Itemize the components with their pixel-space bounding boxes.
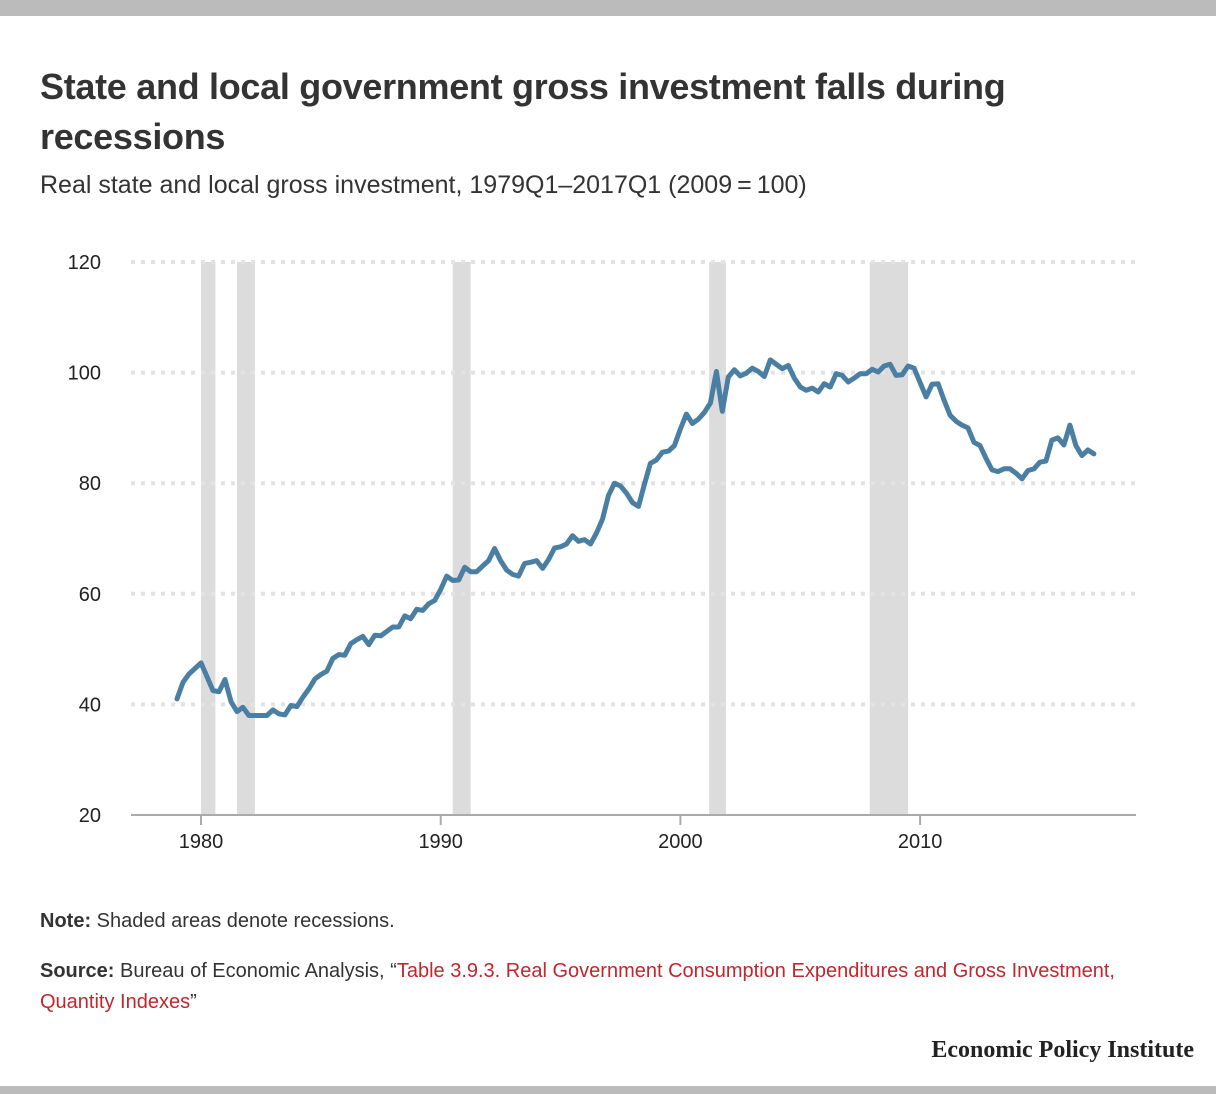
x-tick-label: 1980 bbox=[179, 831, 224, 853]
source-close-quote: ” bbox=[190, 991, 197, 1013]
x-axis bbox=[131, 814, 1136, 825]
series-line bbox=[174, 357, 1097, 718]
y-axis-tick-labels: 20 40 60 80 100 120 bbox=[68, 252, 101, 827]
line-chart: 20 40 60 80 100 120 1980 1990 2000 2010 bbox=[68, 252, 1136, 853]
chart-title: State and local government gross investm… bbox=[40, 66, 1006, 157]
top-border-bar bbox=[0, 0, 1216, 16]
recession-shading-group bbox=[201, 262, 909, 815]
x-axis-tick-labels: 1980 1990 2000 2010 bbox=[179, 831, 943, 853]
source-label: Source: bbox=[40, 960, 115, 982]
chart-subtitle: Real state and local gross investment, 1… bbox=[40, 171, 807, 199]
x-tick-label: 2000 bbox=[658, 831, 703, 853]
y-tick-label: 120 bbox=[68, 252, 101, 274]
source-text: Bureau of Economic Analysis, “ bbox=[114, 960, 397, 982]
x-tick-label: 2010 bbox=[898, 831, 943, 853]
note-text: Shaded areas denote recessions. bbox=[91, 910, 395, 932]
chart-note: Note: Shaded areas denote recessions. bbox=[40, 910, 395, 933]
y-tick-label: 80 bbox=[79, 473, 101, 495]
note-label: Note: bbox=[40, 910, 92, 932]
y-tick-label: 60 bbox=[79, 584, 101, 606]
recession-bar bbox=[201, 262, 216, 815]
recession-bar bbox=[869, 262, 909, 815]
recession-bar bbox=[709, 262, 726, 815]
bottom-border-bar bbox=[0, 1086, 1216, 1094]
chart-source: Source: Bureau of Economic Analysis, “Ta… bbox=[40, 956, 1180, 1018]
x-tick-label: 1990 bbox=[418, 831, 463, 853]
y-tick-label: 100 bbox=[68, 363, 101, 385]
source-link[interactable]: Table 3.9.3. Real Government Consumption… bbox=[40, 960, 1115, 1013]
y-tick-label: 20 bbox=[79, 805, 101, 827]
recession-bar bbox=[236, 262, 255, 815]
recession-bar bbox=[452, 262, 471, 815]
series-group bbox=[174, 357, 1097, 718]
gridlines-group bbox=[131, 260, 1136, 707]
epi-logo: Economic Policy Institute bbox=[931, 1037, 1194, 1063]
y-tick-label: 40 bbox=[79, 694, 101, 716]
